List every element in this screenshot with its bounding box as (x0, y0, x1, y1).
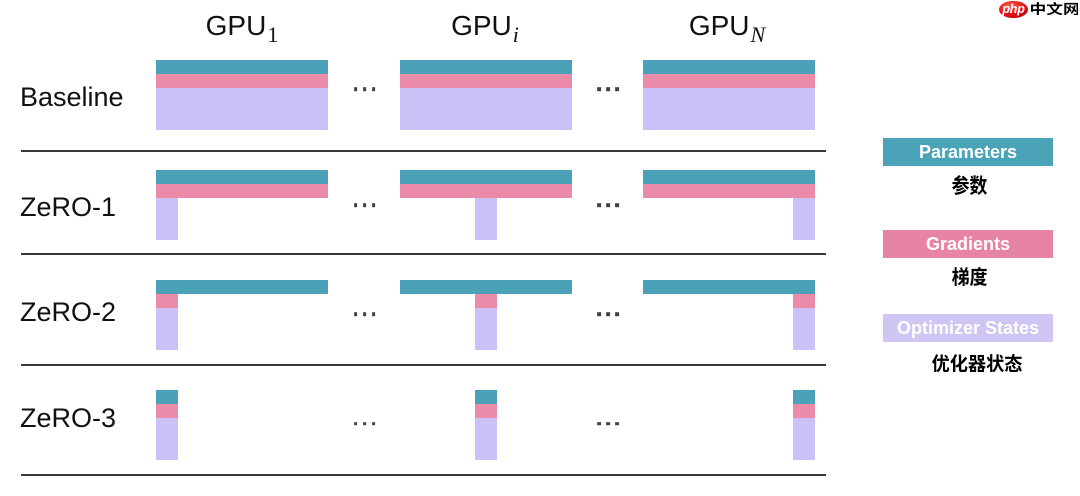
row-label-baseline: Baseline (20, 82, 124, 112)
ellipsis-dot (606, 312, 610, 316)
ellipsis-dot (353, 203, 358, 207)
ellipsis-dot (353, 312, 358, 316)
segment-gradients-zero-3-gpu-1-shard (156, 404, 178, 418)
legend-badge-gradients: Gradients (883, 230, 1053, 258)
ellipsis-dot (371, 421, 376, 426)
column-header-gpu-i: GPUi (451, 10, 519, 47)
php-chinese-site-logo: php (997, 0, 1080, 20)
segment-gradients-zero-2-gpu-n-shard (793, 294, 815, 308)
segment-gradients-baseline-gpu-n-full (643, 74, 815, 88)
segment-parameters-zero-2-gpu-1-full (156, 280, 328, 294)
column-header-subscript-gpu-1: 1 (267, 22, 279, 47)
legend-badge-optimizer_states: Optimizer States (883, 314, 1053, 342)
segment-parameters-baseline-gpu-1-full (156, 60, 328, 74)
ellipsis-dot (362, 312, 367, 316)
row-label-zero-2: ZeRO-2 (20, 297, 117, 327)
php-logo-ellipse: php (999, 0, 1028, 18)
segment-parameters-zero-3-gpu-n-shard (793, 390, 815, 404)
ellipsis-zero-2-2 (597, 312, 619, 316)
segment-optimizer_states-zero-1-gpu-n-shard (793, 198, 815, 240)
row-divider-4 (21, 474, 826, 476)
ellipsis-dot (362, 87, 367, 91)
segment-optimizer_states-zero-2-gpu-i-shard (475, 308, 497, 350)
segment-optimizer_states-baseline-gpu-1-full (156, 88, 328, 130)
column-header-subscript-gpu-n: N (750, 22, 766, 47)
ellipsis-dot (597, 87, 601, 91)
ellipsis-zero-2-1 (353, 312, 376, 316)
ellipsis-dot (615, 421, 619, 426)
ellipsis-dot (371, 87, 376, 91)
segment-parameters-zero-2-gpu-i-full (400, 280, 572, 294)
segment-optimizer_states-baseline-gpu-n-full (643, 88, 815, 130)
ellipsis-dot (597, 203, 601, 207)
php-logo-text: php (1002, 1, 1025, 16)
ellipsis-dot (615, 312, 619, 316)
ellipsis-dot (615, 87, 619, 91)
ellipsis-dot (615, 203, 619, 207)
segment-optimizer_states-zero-2-gpu-n-shard (793, 308, 815, 350)
segment-gradients-zero-3-gpu-i-shard (475, 404, 497, 418)
ellipsis-dot (371, 312, 376, 316)
ellipsis-dot (371, 203, 376, 207)
ellipsis-dot (362, 203, 367, 207)
segment-parameters-zero-3-gpu-1-shard (156, 390, 178, 404)
segment-parameters-zero-1-gpu-1-full (156, 170, 328, 184)
segment-gradients-zero-1-gpu-i-full (400, 184, 572, 198)
segment-parameters-baseline-gpu-i-full (400, 60, 572, 74)
segment-optimizer_states-zero-1-gpu-i-shard (475, 198, 497, 240)
column-header-gpu-n: GPUN (688, 10, 765, 47)
ellipsis-dot (362, 421, 367, 426)
column-header-gpu-1: GPU1 (205, 10, 279, 47)
row-label-zero-3: ZeRO-3 (20, 403, 117, 433)
ellipsis-zero-3-2 (597, 421, 619, 426)
segment-optimizer_states-zero-2-gpu-1-shard (156, 308, 178, 350)
segment-parameters-zero-1-gpu-n-full (643, 170, 815, 184)
legend-label-en-gradients: Gradients (925, 233, 1011, 254)
ellipsis-dot (353, 87, 358, 91)
segment-parameters-baseline-gpu-n-full (643, 60, 815, 74)
segment-parameters-zero-3-gpu-i-shard (475, 390, 497, 404)
segment-gradients-zero-1-gpu-1-full (156, 184, 328, 198)
row-divider-2 (21, 253, 826, 255)
ellipsis-dot (597, 421, 601, 426)
row-divider-1 (21, 150, 826, 152)
ellipsis-zero-3-1 (353, 421, 376, 426)
ellipsis-baseline-1 (353, 87, 376, 91)
ellipsis-dot (606, 203, 610, 207)
segment-parameters-zero-2-gpu-n-full (643, 280, 815, 294)
column-header-name-gpu-n: GPU (688, 10, 750, 41)
segment-gradients-zero-2-gpu-1-shard (156, 294, 178, 308)
ellipsis-dot (606, 87, 610, 91)
ellipsis-dot (353, 421, 358, 426)
row-label-zero-1: ZeRO-1 (20, 192, 117, 222)
column-header-name-gpu-i: GPU (451, 10, 512, 41)
legend-badge-parameters: Parameters (883, 138, 1053, 166)
ellipsis-dot (606, 421, 610, 426)
ellipsis-baseline-2 (597, 87, 619, 91)
segment-optimizer_states-baseline-gpu-i-full (400, 88, 572, 130)
column-header-name-gpu-1: GPU (205, 10, 267, 41)
segment-optimizer_states-zero-3-gpu-n-shard (793, 418, 815, 460)
logo-brand-suffix-glyphs (1030, 2, 1079, 16)
legend-label-zh-optimizer_states-glyphs (931, 353, 1022, 373)
segment-parameters-zero-1-gpu-i-full (400, 170, 572, 184)
legend-label-en-optimizer_states: Optimizer States (896, 317, 1040, 338)
segment-gradients-zero-1-gpu-n-full (643, 184, 815, 198)
column-header-subscript-gpu-i: i (512, 22, 519, 47)
segment-optimizer_states-zero-1-gpu-1-shard (156, 198, 178, 240)
segment-gradients-baseline-gpu-i-full (400, 74, 572, 88)
ellipsis-zero-1-2 (597, 203, 619, 207)
legend-label-zh-parameters-glyphs (951, 175, 987, 195)
ellipsis-dot (597, 312, 601, 316)
legend-label-en-parameters: Parameters (918, 141, 1018, 162)
row-divider-3 (21, 364, 826, 366)
legend-label-zh-gradients-glyphs (951, 267, 987, 286)
segment-optimizer_states-zero-3-gpu-1-shard (156, 418, 178, 460)
segment-optimizer_states-zero-3-gpu-i-shard (475, 418, 497, 460)
segment-gradients-baseline-gpu-1-full (156, 74, 328, 88)
segment-gradients-zero-2-gpu-i-shard (475, 294, 497, 308)
ellipsis-zero-1-1 (353, 203, 376, 207)
segment-gradients-zero-3-gpu-n-shard (793, 404, 815, 418)
